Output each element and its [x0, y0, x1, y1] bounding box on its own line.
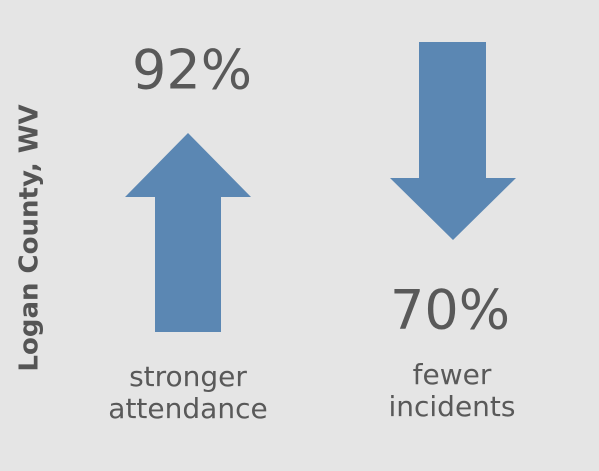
- up-arrow: [125, 133, 251, 332]
- stat-label: incidents: [388, 390, 515, 423]
- side-label: Logan County, WV: [15, 104, 45, 371]
- stat-value: 92%: [132, 39, 252, 102]
- stat-label: fewer: [413, 358, 492, 391]
- stat-value: 70%: [390, 279, 510, 342]
- stat-label: stronger: [129, 360, 247, 393]
- down-arrow: [390, 42, 516, 240]
- stat-label: attendance: [108, 392, 267, 425]
